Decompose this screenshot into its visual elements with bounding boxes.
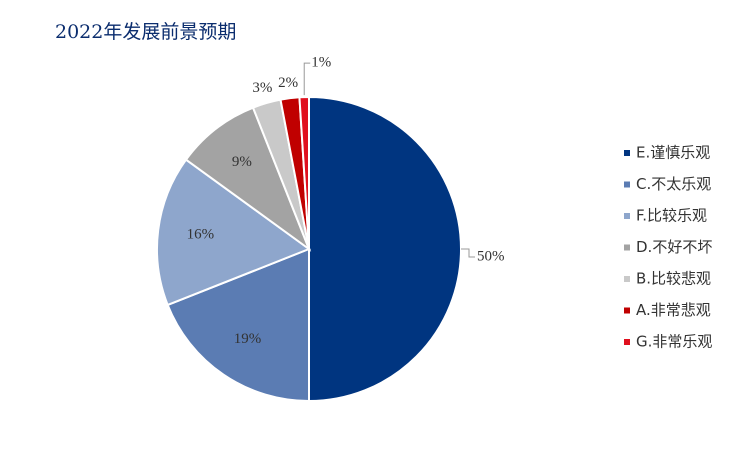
data-label: 3%: [252, 80, 272, 96]
leader-line: [461, 248, 475, 258]
pie-slice: [298, 95, 310, 250]
legend-marker: [624, 276, 630, 282]
legend-marker: [624, 181, 630, 188]
legend-label: B.比较悲观: [636, 270, 711, 288]
pie-slice: [166, 247, 310, 403]
pie-slice: [308, 95, 462, 403]
legend-marker: [624, 244, 630, 251]
legend-label: A.非常悲观: [636, 301, 711, 319]
legend-label: D.不好不坏: [636, 238, 712, 256]
data-label: 50%: [477, 248, 505, 264]
pie-slice: [156, 158, 312, 307]
legend-marker: [624, 213, 630, 219]
legend-marker: [624, 307, 630, 314]
data-label: 16%: [187, 227, 215, 243]
legend-label: C.不太乐观: [636, 175, 711, 193]
data-label: 19%: [234, 331, 262, 347]
legend-label: G.非常乐观: [636, 333, 712, 351]
data-label: 1%: [311, 55, 331, 71]
data-label: 9%: [232, 154, 252, 170]
legend-label: E.谨慎乐观: [636, 144, 710, 162]
legend-marker: [624, 339, 630, 345]
chart-title: 2022年发展前景预期: [55, 21, 236, 43]
legend-marker: [624, 150, 630, 156]
data-label: 2%: [278, 75, 298, 91]
leader-line: [303, 62, 311, 96]
pie-slice: [184, 106, 312, 252]
legend-label: F.比较乐观: [636, 207, 707, 225]
